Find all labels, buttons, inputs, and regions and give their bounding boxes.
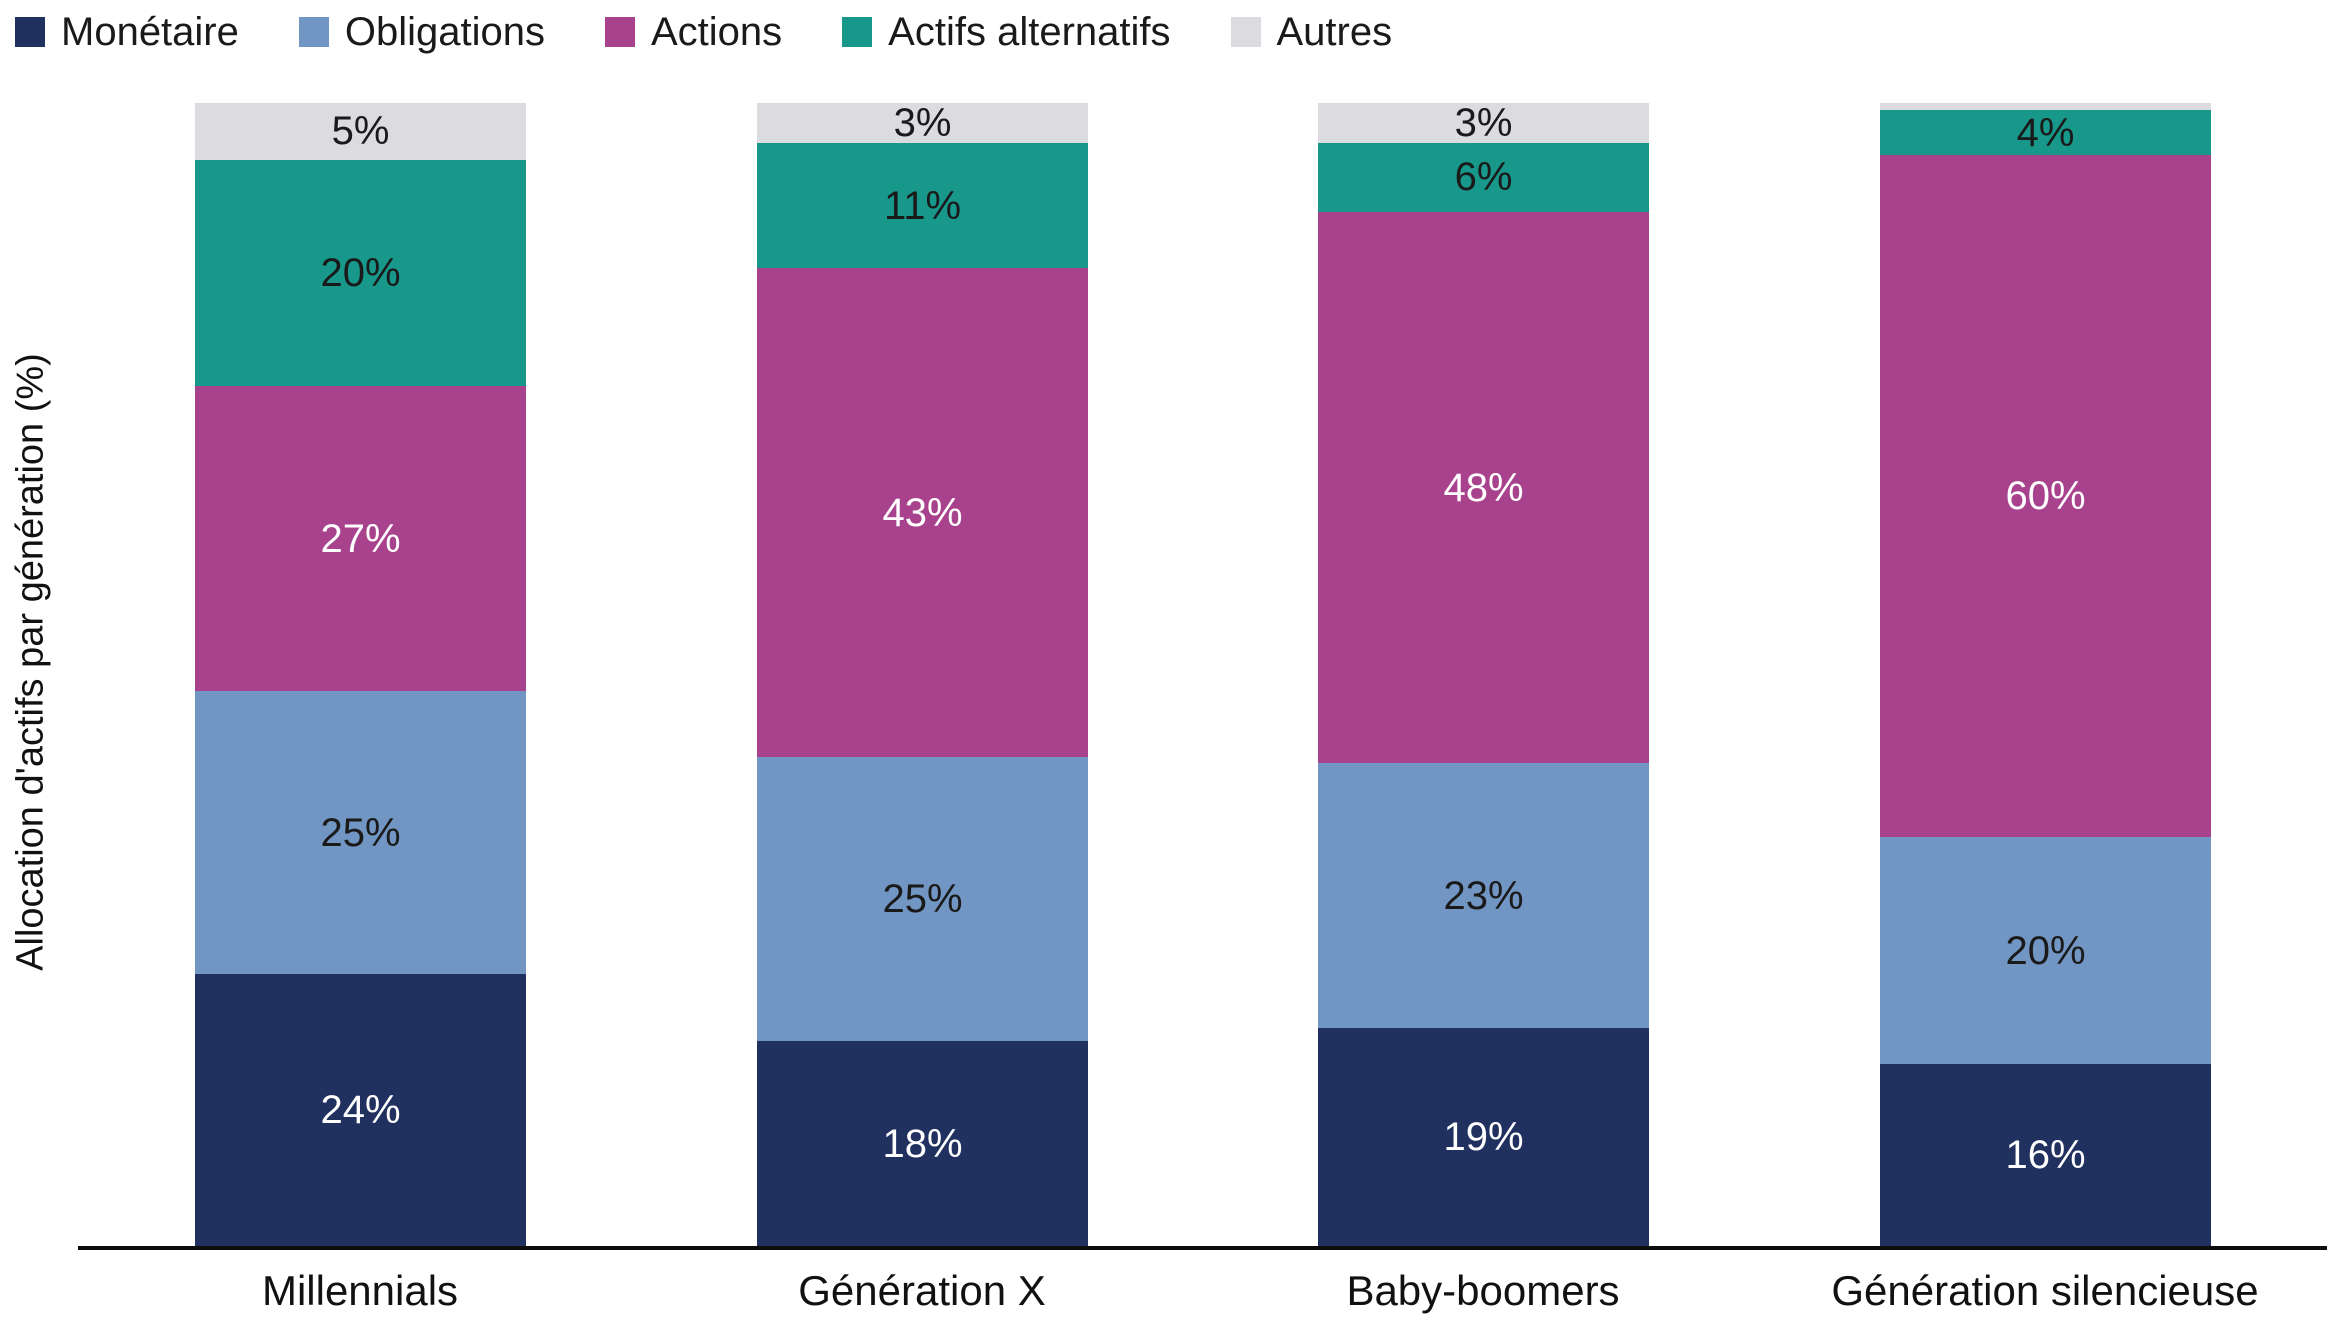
stacked-bar-generation-x: 3% 11% 43% 25% 18% (757, 103, 1088, 1246)
segment-value-label: 3% (893, 101, 952, 145)
bar-segment-baby-boomers-monetaire: 19% (1318, 1027, 1649, 1246)
segment-value-label: 43% (882, 490, 963, 535)
segment-value-label: 4% (2016, 110, 2075, 155)
segment-value-label: 48% (1443, 465, 1524, 510)
bar-segment-millennials-actions: 27% (195, 385, 526, 692)
legend-swatch-icon (298, 17, 329, 47)
segment-value-label: 25% (320, 810, 401, 855)
stacked-bar-generation-silencieuse: 4% 60% 20% 16% (1880, 103, 2211, 1246)
legend-swatch-icon (605, 17, 635, 47)
x-axis-label-generation-x: Génération X (798, 1267, 1046, 1314)
bar-segment-generation-x-obligations: 25% (757, 757, 1088, 1042)
legend-label: Actions (651, 10, 783, 54)
legend-label: Actifs alternatifs (888, 10, 1171, 54)
legend-swatch-icon (15, 17, 45, 47)
bar-segment-generation-silencieuse-actions: 60% (1880, 155, 2211, 837)
x-axis-label-millennials: Millennials (261, 1267, 459, 1314)
segment-value-label: 23% (1443, 873, 1524, 918)
bar-segment-generation-x-autres: 3% (757, 103, 1088, 143)
legend-swatch-icon (1230, 17, 1261, 47)
segment-value-label: 3% (1454, 101, 1513, 145)
segment-value-label: 16% (2005, 1133, 2086, 1178)
segment-value-label: 18% (882, 1121, 963, 1166)
segment-value-label: 11% (883, 183, 962, 228)
stacked-bar-baby-boomers: 3% 6% 48% 23% 19% (1318, 103, 1649, 1246)
legend-item-monetaire: Monétaire (15, 12, 239, 52)
x-axis-label-baby-boomers: Baby-boomers (1346, 1267, 1620, 1314)
bar-segment-millennials-autres: 5% (195, 103, 526, 160)
x-axis-labels: Millennials Génération X Baby-boomers Génér… (0, 1267, 2340, 1321)
legend-swatch-icon (842, 17, 873, 47)
bar-segment-millennials-monetaire: 24% (195, 974, 526, 1246)
segment-value-label: 24% (320, 1088, 401, 1133)
segment-value-label: 27% (320, 516, 401, 561)
segment-value-label: 25% (882, 877, 963, 922)
bar-segment-generation-silencieuse-autres (1880, 103, 2211, 110)
legend-item-actifs-alternatifs: Actifs alternatifs (842, 10, 1171, 54)
legend-label: Obligations (344, 10, 545, 54)
segment-value-label: 5% (331, 109, 390, 154)
bar-segment-millennials-actifs-alternatifs: 20% (195, 159, 526, 386)
bar-segment-generation-silencieuse-monetaire: 16% (1880, 1064, 2211, 1246)
bar-segment-generation-silencieuse-actifs-alternatifs: 4% (1880, 109, 2211, 156)
legend-label: Autres (1276, 10, 1393, 54)
bar-segment-baby-boomers-autres: 3% (1318, 103, 1649, 143)
bar-segment-generation-silencieuse-obligations: 20% (1880, 836, 2211, 1065)
segment-value-label: 20% (2005, 928, 2086, 973)
legend-item-autres: Autres (1230, 10, 1393, 54)
bar-segment-baby-boomers-obligations: 23% (1318, 763, 1649, 1028)
bar-segment-millennials-obligations: 25% (195, 691, 526, 975)
y-axis-title: Allocation d'actifs par génération (%) (9, 353, 52, 971)
x-axis-line (78, 1246, 2327, 1250)
segment-value-label: 20% (320, 250, 401, 295)
chart-legend: Monétaire Obligations Actions Actifs altern… (15, 8, 1392, 56)
segment-value-label: 19% (1443, 1114, 1524, 1159)
stacked-bar-millennials: 5% 20% 27% 25% 24% (195, 103, 526, 1246)
bar-segment-generation-x-monetaire: 18% (757, 1041, 1088, 1246)
legend-label: Monétaire (61, 10, 239, 54)
legend-item-actions: Actions (605, 12, 782, 52)
legend-item-obligations: Obligations (298, 10, 545, 54)
bar-segment-baby-boomers-actifs-alternatifs: 6% (1318, 143, 1649, 212)
bar-segment-generation-x-actions: 43% (757, 268, 1088, 758)
segment-value-label: 60% (2005, 474, 2086, 519)
chart-area: 5% 20% 27% 25% 24% 3% 11% 43% 25% 18% 3% 6% 48% 23% 19… (78, 103, 2327, 1246)
x-axis-label-generation-silencieuse: Génération silencieuse (1831, 1267, 2259, 1314)
bar-segment-baby-boomers-actions: 48% (1318, 211, 1649, 764)
segment-value-label: 6% (1454, 155, 1513, 200)
bar-segment-generation-x-actifs-alternatifs: 11% (757, 143, 1088, 269)
